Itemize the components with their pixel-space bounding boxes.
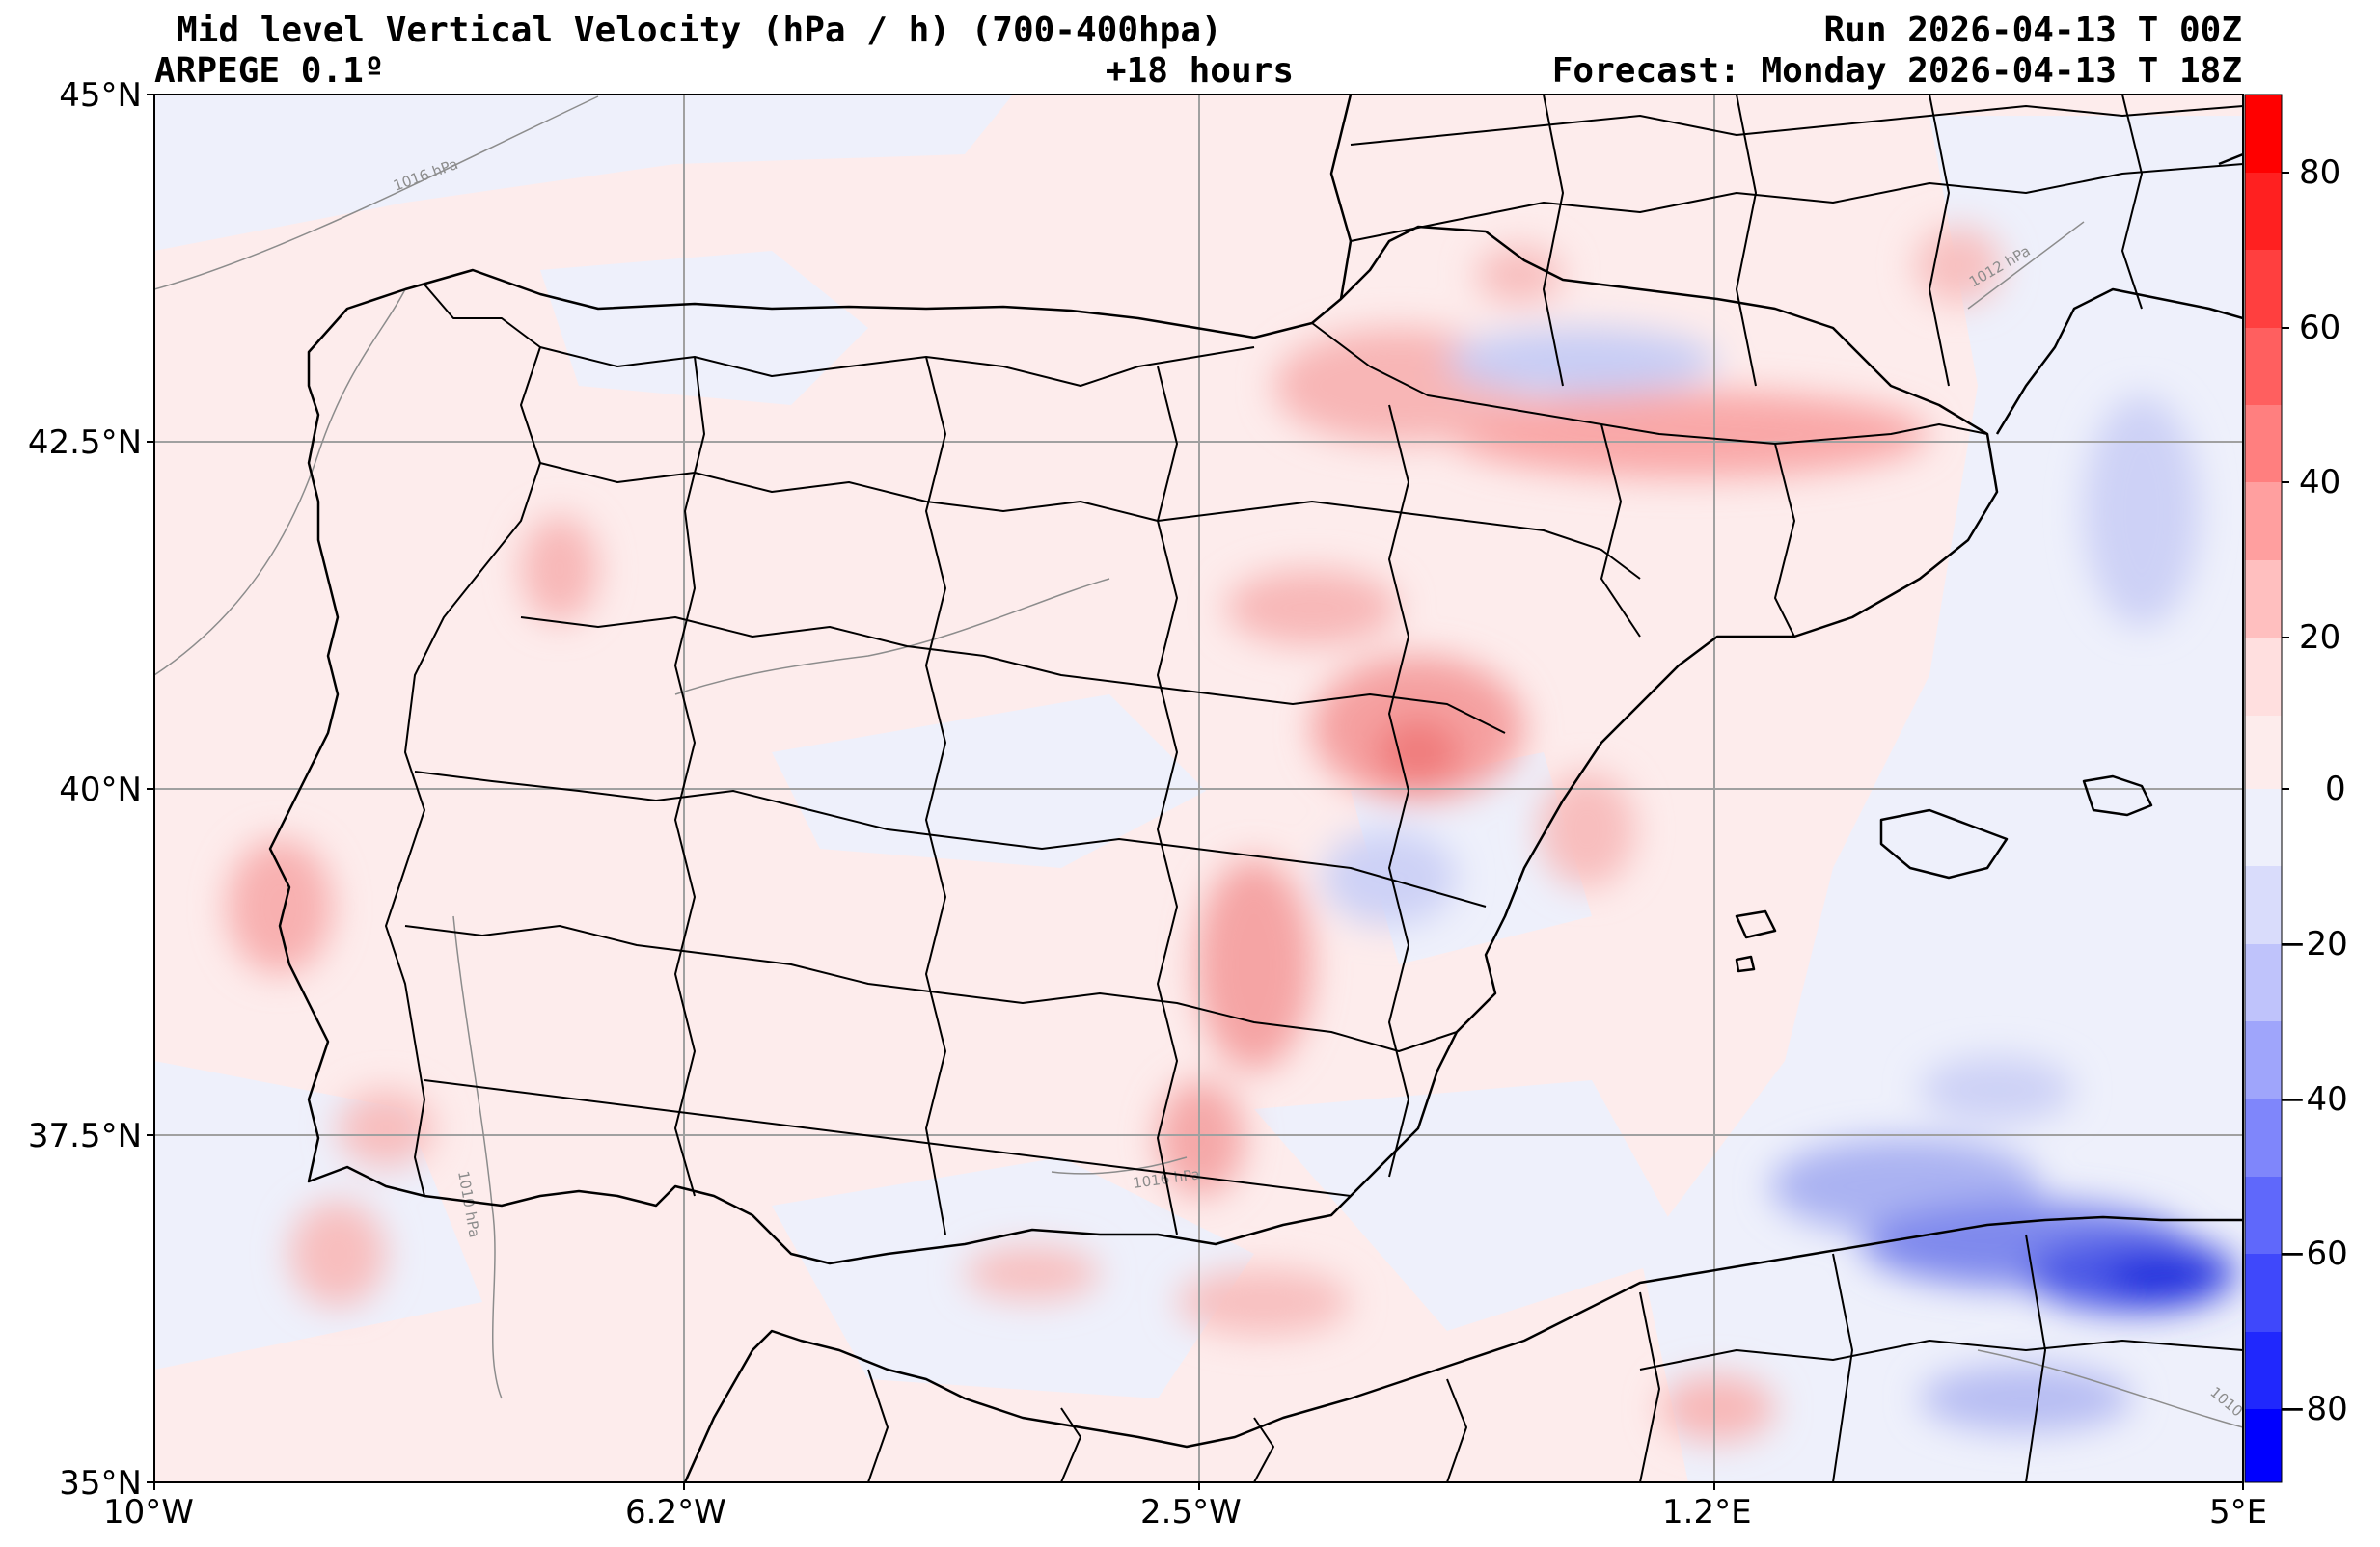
map-axis-ticks [147,94,2244,1490]
lat-tick-label: 37.5°N [27,1117,142,1155]
model-label: ARPEGE 0.1º [154,51,385,91]
colorbar-tick-label: −60 [2279,1235,2348,1273]
lead-time-label: +18 hours [1105,51,1294,91]
lat-tick-label: 35°N [59,1464,142,1503]
colorbar-tick-label: 60 [2299,309,2341,347]
colorbar-tick-label: 40 [2299,463,2341,502]
chart-title: Mid level Vertical Velocity (hPa / h) (7… [177,11,1222,50]
lon-tick-label: 1.2°E [1662,1493,1752,1532]
map-area: 1016 hPa 1012 hPa 1016 hPa 1010 hPa 1010… [154,95,2243,1482]
forecast-label: Forecast: Monday 2026-04-13 T 18Z [1551,51,2242,91]
colorbar-tick-label: −80 [2279,1390,2348,1428]
lat-tick-label: 42.5°N [27,423,142,462]
colorbar-tick-label: −20 [2279,925,2348,963]
colorbar-tick-label: 0 [2325,770,2346,808]
run-label: Run 2026-04-13 T 00Z [1823,11,2242,50]
lon-tick-label: 5°E [2209,1493,2268,1532]
admin-borders [385,95,2243,1482]
colorbar-tick-label: 20 [2299,618,2341,657]
lat-tick-label: 45°N [59,76,142,115]
lon-tick-label: 10°W [103,1493,194,1532]
isobars [154,95,2243,1428]
colorbar [147,94,2289,1490]
lon-tick-label: 2.5°W [1140,1493,1242,1532]
colorbar-tick-label: −40 [2279,1080,2348,1119]
colorbar-tick-label: 80 [2299,153,2341,192]
coastlines [268,95,2243,1482]
anomaly-blobs [227,227,2238,1442]
lat-tick-label: 40°N [59,771,142,809]
lon-tick-label: 6.2°W [625,1493,726,1532]
